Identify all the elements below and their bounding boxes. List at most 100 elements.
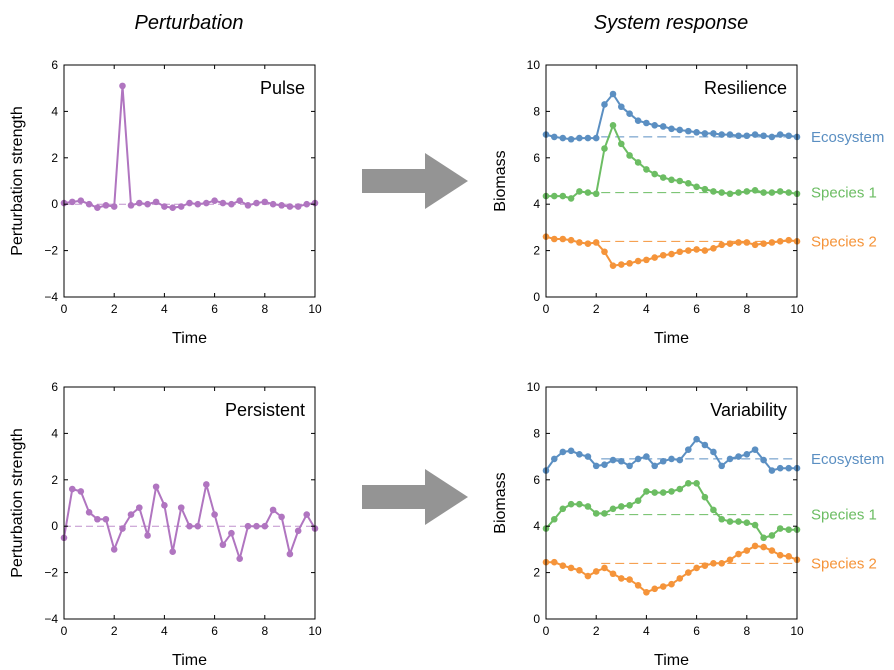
variability-point [718,560,725,567]
variability-point [668,488,675,495]
resilience-y-axis-label: Biomass [492,150,509,211]
variability-x-axis-label: Time [654,652,689,669]
resilience-ytick-label: 2 [533,244,540,258]
persistent-point [161,502,168,509]
variability-point [726,556,734,564]
variability-point [609,570,617,578]
variability-point [634,582,642,589]
persistent-point [169,548,176,556]
resilience-point [760,132,767,140]
pulse-panel: 0 2 4 6 8 10 −4 −2 0 2 4 6 Time Perturbation strength… [9,58,322,347]
variability-point [584,572,592,580]
persistent-point [94,515,101,523]
resilience-point [592,190,600,198]
resilience-point [550,192,558,200]
variability-series-label-0: Ecosystem [811,451,884,468]
resilience-point [618,103,625,111]
resilience-point [785,236,793,244]
pulse-point [186,199,193,207]
pulse-xtick-label: 0 [61,302,68,316]
variability-point [743,547,751,554]
variability-point [701,562,709,569]
variability-point [693,564,700,572]
resilience-point [659,251,667,259]
variability-ytick-label: 0 [533,612,540,626]
variability-xtick-label: 10 [790,624,804,638]
resilience-point [768,239,776,246]
variability-point [550,455,558,463]
resilience-ytick-label: 4 [533,197,540,211]
pulse-point [286,203,294,210]
resilience-point [735,239,742,246]
pulse-point [294,203,302,210]
variability-point [626,502,633,509]
pulse-ytick-label: −4 [44,290,58,304]
pulse-point [144,200,151,208]
variability-point [668,455,675,463]
resilience-point [710,130,717,137]
resilience-point [576,188,583,195]
persistent-point [203,481,210,488]
pulse-point [219,199,227,207]
resilience-point [634,257,642,265]
variability-point [643,488,650,495]
variability-point [668,580,675,588]
resilience-point [751,241,759,249]
variability-point [776,464,784,472]
resilience-point [651,254,658,261]
resilience-point [685,247,692,254]
resilience-point [735,132,742,140]
variability-point [776,525,784,532]
variability-point [701,441,709,449]
pulse-ytick-label: 4 [51,104,58,118]
resilience-point [718,131,725,138]
variability-point [685,446,692,453]
variability-point [651,462,658,470]
persistent-series-line-0 [63,483,316,560]
pulse-point [136,199,143,207]
resilience-ytick-label: 10 [527,58,541,72]
resilience-point [567,135,575,143]
persistent-ytick-label: 4 [51,426,58,440]
resilience-point [776,131,784,138]
resilience-point [676,248,684,256]
resilience-point [776,188,784,195]
persistent-point [68,485,76,493]
arrows-group [362,153,468,525]
resilience-point [701,247,709,254]
persistent-point [127,511,135,518]
pulse-point [261,198,269,206]
variability-xtick-label: 6 [693,624,700,638]
pulse-xtick-label: 2 [111,302,118,316]
resilience-point [676,177,684,185]
resilience-point [768,189,776,196]
persistent-point [211,511,218,518]
pulse-point [236,197,243,205]
variability-point [559,562,567,569]
variability-point [768,547,776,554]
variability-point [643,453,650,460]
resilience-ytick-label: 8 [533,104,540,118]
resilience-point [559,192,567,200]
resilience-point [668,176,675,184]
persistent-point [286,550,294,558]
resilience-series-label-2: Species 2 [811,233,877,250]
persistent-ytick-label: −2 [44,566,58,580]
variability-xtick-label: 8 [743,624,750,638]
pulse-ytick-label: 0 [51,197,58,211]
persistent-panel-title: Persistent [225,400,305,420]
persistent-point [219,541,227,549]
right-column-header: System response [594,12,749,34]
persistent-point [303,511,311,518]
persistent-xtick-label: 4 [161,624,168,638]
persistent-ytick-label: 0 [51,519,58,533]
arrow-top [362,153,468,209]
pulse-point [303,200,311,208]
resilience-point [685,127,692,135]
variability-point [685,569,692,576]
variability-point [768,467,776,474]
variability-point [768,532,776,539]
resilience-point [576,239,583,246]
resilience-point [643,119,650,127]
variability-xtick-label: 4 [643,624,650,638]
